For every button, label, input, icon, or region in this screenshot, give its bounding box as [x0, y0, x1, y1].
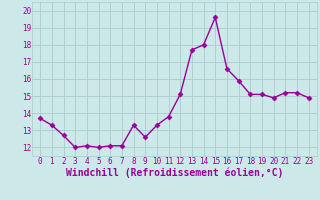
X-axis label: Windchill (Refroidissement éolien,°C): Windchill (Refroidissement éolien,°C): [66, 167, 283, 178]
